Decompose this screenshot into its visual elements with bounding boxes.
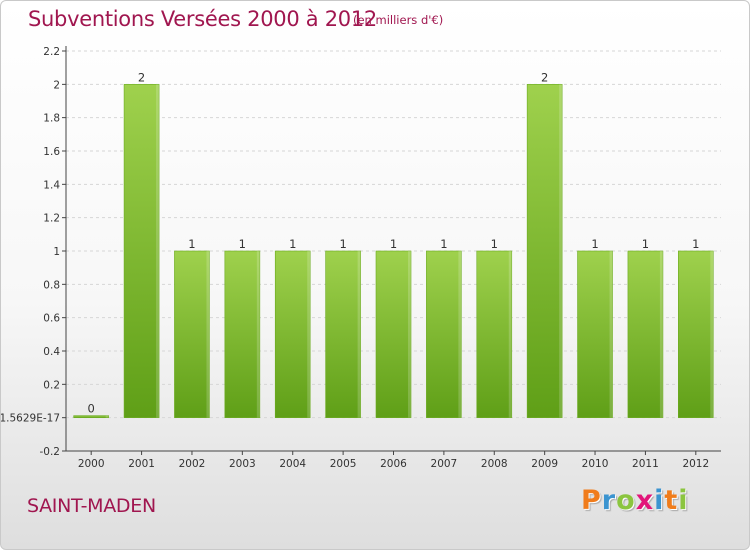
bar-2012 — [678, 250, 714, 418]
y-tick-label: -0.2 — [40, 446, 61, 458]
labels: -0.2 -1.5629E-17 0.2 0.4 0.6 0.8 1 1.2 1.4 1.6 1.8… — [1, 46, 709, 470]
bar-2007 — [426, 250, 462, 418]
data-label: 1 — [692, 237, 699, 251]
data-label: 0 — [88, 402, 95, 416]
logo-letter: x — [635, 485, 655, 516]
bar-2005 — [325, 250, 361, 418]
data-label: 1 — [440, 237, 447, 251]
y-tick-label: 1.4 — [43, 179, 60, 191]
data-label: 1 — [491, 237, 498, 251]
data-label: 1 — [188, 237, 195, 251]
bar-2010 — [577, 250, 613, 418]
data-label: 1 — [239, 237, 246, 251]
bar-highlight — [659, 251, 663, 418]
logo-letter: i — [678, 485, 689, 516]
y-tick-label: 0.4 — [43, 346, 60, 358]
y-tick-label: 0.8 — [43, 279, 60, 291]
y-tick-label: 1.8 — [43, 113, 60, 125]
y-tick-label: 1.6 — [43, 146, 60, 158]
bar-highlight — [206, 251, 210, 418]
data-label: 1 — [390, 237, 397, 251]
data-label: 1 — [289, 237, 296, 251]
x-tick-label: 2007 — [431, 458, 458, 470]
data-label: 2 — [138, 70, 145, 84]
bar-2004 — [274, 250, 311, 418]
x-tick-label: 2004 — [279, 458, 306, 470]
bar-2002 — [174, 250, 210, 418]
x-tick-label: 2008 — [481, 458, 508, 470]
axes — [62, 46, 721, 455]
proxiti-logo[interactable]: Proxiti — [581, 485, 689, 516]
bar-2008 — [476, 250, 513, 418]
data-label: 2 — [541, 70, 548, 84]
bar-highlight — [408, 251, 411, 418]
data-label: 1 — [339, 237, 346, 251]
bar-2000 — [73, 415, 109, 418]
bar-highlight — [357, 251, 361, 418]
bar-highlight — [256, 251, 260, 418]
data-label: 1 — [642, 237, 649, 251]
x-tick-label: 2002 — [179, 458, 206, 470]
bars — [73, 84, 714, 418]
bar-2006 — [375, 250, 412, 418]
bar-highlight — [508, 251, 512, 418]
x-tick-label: 2005 — [330, 458, 357, 470]
bar-highlight — [609, 251, 613, 418]
data-label: 1 — [591, 237, 598, 251]
bar-2003 — [224, 250, 261, 418]
chart-title: Subventions Versées 2000 à 2012 — [28, 7, 377, 31]
logo-letter: t — [664, 485, 679, 516]
logo-letter: o — [616, 485, 636, 516]
y-tick-label: -1.5629E-17 — [1, 413, 60, 425]
bar-highlight — [458, 251, 462, 418]
bar-2011 — [627, 250, 664, 418]
x-tick-label: 2001 — [128, 458, 155, 470]
logo-letter: i — [654, 485, 665, 516]
x-tick-label: 2011 — [632, 458, 659, 470]
y-tick-label: 0.6 — [43, 313, 60, 325]
y-tick-label: 0.2 — [43, 379, 60, 391]
unit-note: (en milliers d'€) — [353, 13, 444, 27]
x-tick-label: 2009 — [531, 458, 558, 470]
logo-letter: P — [581, 485, 602, 516]
x-tick-label: 2012 — [682, 458, 709, 470]
y-tick-label: 1.2 — [43, 213, 60, 225]
bar-highlight — [559, 84, 563, 418]
logo-letter: r — [601, 485, 617, 516]
bar-highlight — [307, 251, 311, 418]
commune-name: SAINT-MADEN — [27, 495, 156, 517]
x-tick-label: 2003 — [229, 458, 256, 470]
y-tick-label: 2.2 — [43, 46, 60, 58]
x-tick-label: 2000 — [78, 458, 105, 470]
y-tick-label: 2 — [53, 79, 60, 91]
bar-2009 — [526, 84, 563, 418]
x-tick-label: 2010 — [582, 458, 609, 470]
bar-highlight — [156, 84, 160, 418]
x-tick-label: 2006 — [380, 458, 407, 470]
bar-highlight — [710, 251, 714, 418]
bar-2001 — [123, 84, 160, 418]
y-tick-label: 1 — [53, 246, 60, 258]
bar-highlight — [105, 415, 109, 418]
